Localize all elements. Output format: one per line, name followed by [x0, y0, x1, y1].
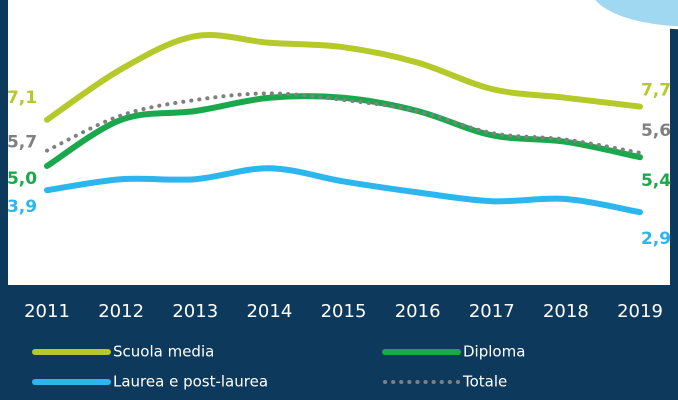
- x-tick-label: 2011: [24, 301, 70, 322]
- x-tick-label: 2015: [321, 301, 367, 322]
- legend-label: Diploma: [463, 343, 525, 361]
- value-label: 5,6: [641, 121, 671, 141]
- series-line: [44, 32, 643, 123]
- legend-label: Totale: [462, 373, 507, 391]
- x-tick-label: 2019: [617, 301, 663, 322]
- decoration: [591, 0, 678, 30]
- x-tick-label: 2016: [395, 301, 441, 322]
- x-tick-label: 2012: [98, 301, 144, 322]
- value-label: 2,9: [641, 229, 671, 249]
- x-tick-label: 2013: [172, 301, 218, 322]
- series-line: [44, 165, 643, 216]
- value-label: 7,1: [7, 88, 37, 108]
- value-label: 5,0: [7, 169, 37, 189]
- value-label: 7,7: [641, 81, 671, 101]
- value-label: 5,4: [641, 171, 671, 191]
- value-label: 5,7: [7, 133, 37, 153]
- legend-label: Laurea e post-laurea: [113, 373, 268, 391]
- series-line: [45, 91, 642, 155]
- value-label: 3,9: [7, 197, 37, 217]
- x-tick-label: 2017: [469, 301, 515, 322]
- x-tick-label: 2018: [543, 301, 589, 322]
- series-line: [44, 93, 643, 169]
- legend-label: Scuola media: [113, 343, 214, 361]
- x-tick-label: 2014: [246, 301, 292, 322]
